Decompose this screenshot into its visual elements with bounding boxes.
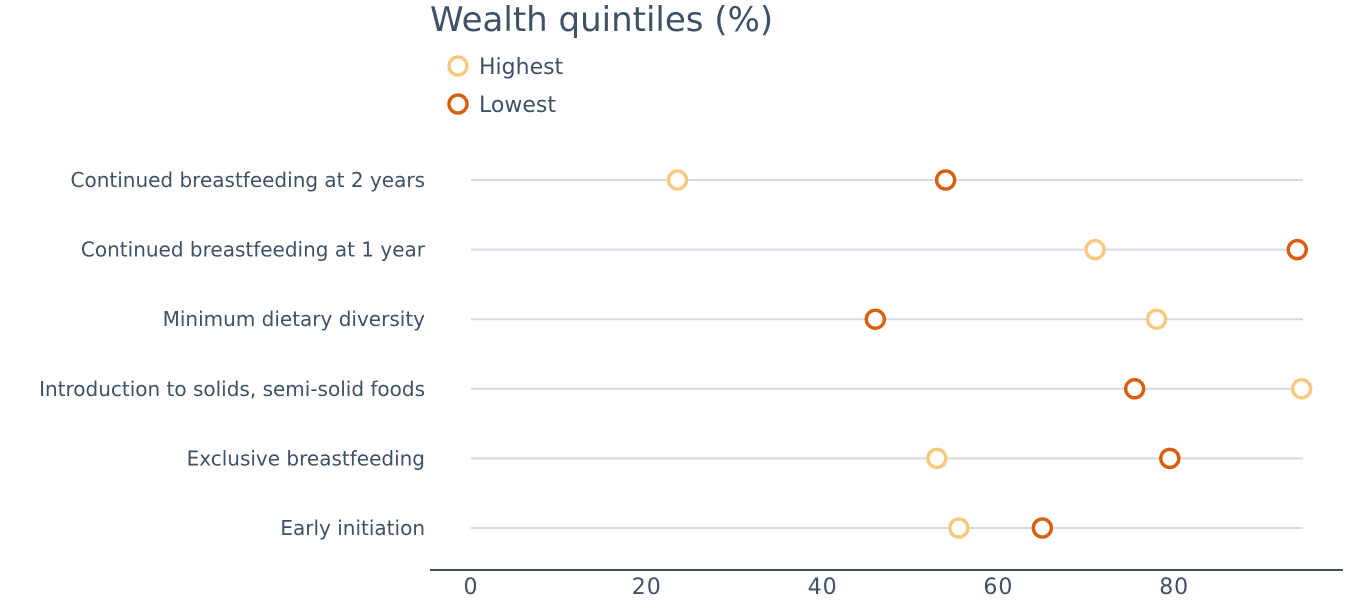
point-highest-early-initiation[interactable] — [948, 517, 970, 539]
legend-marker-lowest — [447, 93, 469, 115]
point-highest-continued-breastfeeding-at-2-years[interactable] — [666, 169, 689, 191]
point-highest-minimum-dietary-diversity[interactable] — [1145, 308, 1168, 330]
data-marks — [666, 169, 1313, 539]
point-highest-exclusive-breastfeeding[interactable] — [926, 447, 948, 470]
category-label-introduction-to-solids-semi-solid-foods: Introduction to solids, semi-solid foods — [39, 377, 425, 401]
category-label-continued-breastfeeding-at-1-year: Continued breastfeeding at 1 year — [81, 238, 426, 262]
x-tick-label-60: 60 — [983, 575, 1013, 600]
legend-label-lowest: Lowest — [479, 93, 556, 118]
legend: Highest Lowest — [447, 55, 564, 118]
legend-label-highest: Highest — [479, 55, 564, 80]
point-lowest-early-initiation[interactable] — [1031, 517, 1054, 539]
category-rows: Continued breastfeeding at 2 years Contin… — [39, 168, 1303, 540]
category-label-minimum-dietary-diversity: Minimum dietary diversity — [163, 307, 426, 331]
point-lowest-continued-breastfeeding-at-2-years[interactable] — [934, 169, 957, 191]
x-tick-label-80: 80 — [1159, 575, 1189, 600]
x-tick-label-20: 20 — [632, 575, 662, 600]
legend-marker-highest — [447, 55, 469, 77]
point-highest-introduction-to-solids-semi-solid-foods[interactable] — [1290, 378, 1313, 400]
category-label-exclusive-breastfeeding: Exclusive breastfeeding — [187, 446, 425, 470]
x-tick-label-0: 0 — [464, 575, 479, 600]
chart-title: Wealth quintiles (%) — [430, 0, 773, 40]
point-lowest-introduction-to-solids-semi-solid-foods[interactable] — [1123, 378, 1146, 400]
point-lowest-continued-breastfeeding-at-1-year[interactable] — [1286, 238, 1309, 261]
point-highest-continued-breastfeeding-at-1-year[interactable] — [1084, 238, 1106, 261]
category-label-continued-breastfeeding-at-2-years: Continued breastfeeding at 2 years — [71, 168, 426, 192]
x-tick-label-40: 40 — [808, 575, 838, 600]
point-lowest-minimum-dietary-diversity[interactable] — [864, 308, 887, 330]
x-axis-ticks: 0 20 40 60 80 — [464, 575, 1189, 600]
category-label-early-initiation: Early initiation — [280, 516, 425, 540]
point-lowest-exclusive-breastfeeding[interactable] — [1159, 447, 1181, 470]
